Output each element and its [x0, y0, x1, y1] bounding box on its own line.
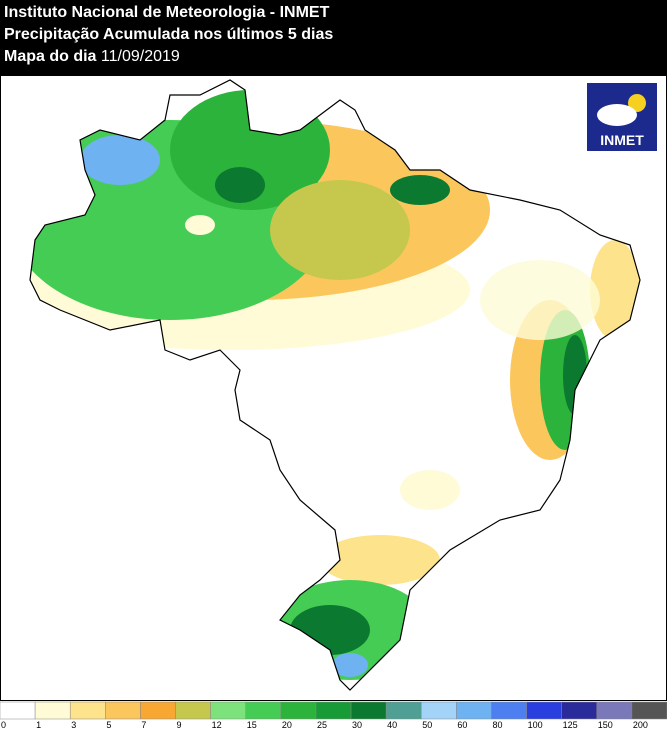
legend-label: 5 [106, 720, 111, 730]
legend-label: 20 [282, 720, 292, 730]
legend-swatch [456, 701, 492, 720]
legend-label: 150 [598, 720, 613, 730]
date-label: Mapa do dia [4, 48, 97, 65]
legend-swatch [385, 701, 422, 720]
legend-swatch [175, 701, 211, 720]
inmet-logo: INMET [587, 83, 657, 151]
legend-swatch [245, 701, 282, 720]
legend: 0 1 3 5 7 9 12 15 20 25 30 40 50 60 80 100 125 150 200 [0, 701, 667, 730]
legend-label: 3 [71, 720, 76, 730]
legend-swatch [421, 701, 457, 720]
legend-label: 100 [528, 720, 543, 730]
legend-swatch [69, 701, 106, 720]
legend-label: 40 [387, 720, 397, 730]
legend-label: 200 [633, 720, 648, 730]
legend-label: 125 [563, 720, 578, 730]
legend-label: 30 [352, 720, 362, 730]
legend-label: 12 [212, 720, 222, 730]
legend-swatch [105, 701, 141, 720]
precip-field [30, 80, 640, 690]
legend-swatch [140, 701, 176, 720]
legend-label: 80 [492, 720, 502, 730]
legend-label: 0 [1, 720, 6, 730]
title-line: Instituto Nacional de Meteorologia - INM… [4, 4, 330, 21]
legend-label: 15 [247, 720, 257, 730]
date-value: 11/09/2019 [100, 48, 180, 65]
legend-swatch [280, 701, 317, 720]
legend-label: 60 [457, 720, 467, 730]
legend-swatch [0, 701, 36, 720]
legend-swatch [526, 701, 562, 720]
legend-swatch [350, 701, 387, 720]
date-line: Mapa do dia 11/09/2019 [4, 46, 667, 68]
legend-label: 1 [36, 720, 41, 730]
legend-swatch [34, 701, 71, 720]
legend-label: 9 [177, 720, 182, 730]
legend-label: 50 [422, 720, 432, 730]
legend-label: 25 [317, 720, 327, 730]
legend-swatch [596, 701, 633, 720]
legend-label: 7 [141, 720, 146, 730]
legend-swatch [561, 701, 598, 720]
legend-swatch [210, 701, 246, 720]
legend-swatch [315, 701, 352, 720]
subtitle-line: Precipitação Acumulada nos últimos 5 dia… [4, 26, 334, 43]
legend-swatch [631, 701, 667, 720]
legend-swatch [491, 701, 527, 720]
logo-text: INMET [600, 132, 644, 148]
header: Instituto Nacional de Meteorologia - INM… [0, 0, 667, 75]
